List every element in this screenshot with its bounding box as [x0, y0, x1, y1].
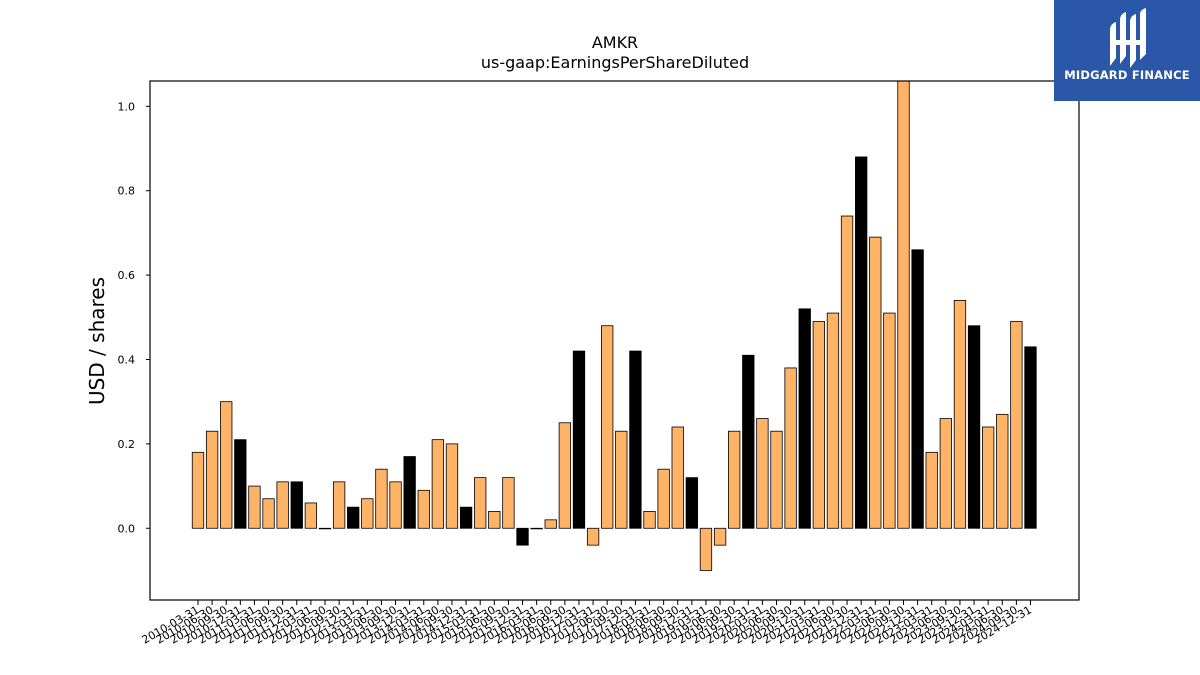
bar: [205, 430, 219, 529]
bar: [855, 156, 868, 529]
bar: [685, 477, 698, 529]
bar: [742, 354, 755, 529]
plot-area: 0.00.20.40.60.81.02010-03-312010-06-3020…: [118, 81, 1037, 647]
y-tick-label: 0.0: [118, 522, 136, 535]
bar: [220, 401, 233, 529]
bar: [318, 527, 332, 530]
y-axis-label: USD / shares: [85, 277, 109, 405]
bar: [996, 413, 1009, 529]
bar: [911, 249, 924, 529]
bar: [826, 312, 840, 529]
bar: [840, 215, 854, 529]
bar: [276, 481, 289, 529]
chart-subtitle: us-gaap:EarningsPerShareDiluted: [481, 53, 749, 72]
bar: [530, 527, 543, 530]
bar: [643, 510, 656, 529]
bar: [431, 439, 445, 529]
bar: [615, 430, 628, 529]
bar: [474, 477, 487, 529]
bar: [657, 468, 670, 529]
bar: [459, 506, 473, 529]
bar: [784, 367, 797, 529]
midgard-logo-icon: [1110, 8, 1146, 68]
bar: [389, 481, 402, 529]
bar: [361, 498, 374, 529]
bar: [417, 489, 430, 529]
bar: [262, 498, 275, 529]
bar: [869, 236, 882, 529]
bar: [290, 481, 303, 529]
brand-logo: MIDGARD FINANCE: [1054, 0, 1200, 101]
bar: [713, 527, 727, 546]
bar: [1024, 346, 1037, 529]
bar: [756, 418, 769, 529]
y-tick-label: 1.0: [118, 100, 136, 113]
bar: [967, 325, 981, 529]
bar: [671, 426, 684, 529]
bar: [191, 451, 205, 529]
bar: [234, 439, 247, 529]
y-tick-label: 0.6: [118, 269, 136, 282]
y-tick-label: 0.4: [118, 353, 136, 366]
bar: [332, 481, 346, 529]
plot-frame: [149, 80, 1080, 601]
bar: [445, 443, 459, 529]
bar: [403, 456, 416, 529]
bar: [883, 312, 896, 529]
bar: [375, 468, 388, 529]
brand-logo-text: MIDGARD FINANCE: [1064, 68, 1190, 82]
bar: [572, 350, 586, 529]
bar: [925, 451, 938, 529]
bar: [347, 506, 360, 529]
bar: [516, 527, 529, 546]
bar: [629, 350, 642, 529]
bar: [812, 321, 825, 529]
bar: [699, 527, 713, 571]
bar: [248, 485, 261, 529]
bar: [558, 422, 572, 529]
bar: [798, 308, 811, 529]
y-tick-label: 0.8: [118, 185, 136, 198]
bar: [544, 519, 557, 529]
bar: [304, 502, 318, 529]
chart-title: AMKR: [592, 33, 638, 52]
bar: [953, 300, 967, 529]
bar: [502, 477, 515, 529]
bar: [601, 325, 614, 529]
bar: [770, 430, 783, 529]
y-tick-label: 0.2: [118, 438, 136, 451]
bar: [897, 81, 910, 529]
bar: [728, 430, 741, 529]
bar: [1010, 321, 1023, 529]
bar: [939, 418, 952, 529]
bar: [488, 510, 501, 529]
bar: [982, 426, 995, 529]
bars-group: [191, 81, 1037, 571]
bar: [586, 527, 600, 546]
